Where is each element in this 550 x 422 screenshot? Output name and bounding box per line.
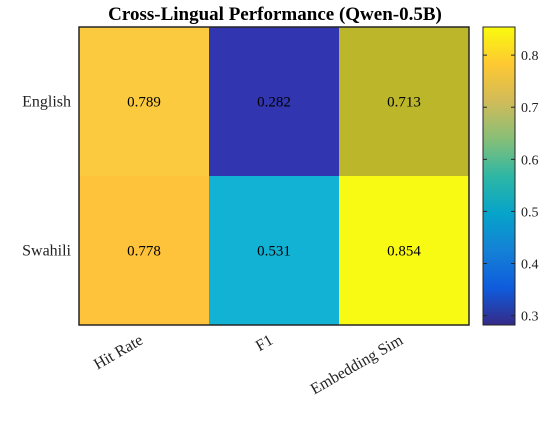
y-tick-label-2: Swahili <box>22 243 71 260</box>
cell-value-label-2-3: 0.854 <box>387 244 421 260</box>
x-tick-label-3: Embedding Sim <box>308 331 407 398</box>
colorbar-tick-label-2: 0.4 <box>521 258 539 273</box>
cell-value-label-2-2: 0.531 <box>257 244 291 260</box>
heatmap-cell-2-2 <box>209 176 340 326</box>
x-tick-label-2: F1 <box>253 332 276 355</box>
heatmap-cells <box>79 27 470 326</box>
heatmap-value-labels: 0.789 0.282 0.713 0.778 0.531 0.854 <box>127 95 421 260</box>
colorbar-ticks: 0.3 0.4 0.5 0.6 0.7 0.8 <box>483 49 539 325</box>
colorbar <box>482 26 516 326</box>
y-tick-label-1: English <box>22 94 71 111</box>
plot-frame <box>78 26 470 326</box>
x-axis-tick-labels: Hit Rate F1 Embedding Sim <box>91 331 407 398</box>
colorbar-tick-label-5: 0.7 <box>521 101 539 116</box>
cell-value-label-1-3: 0.713 <box>387 95 421 111</box>
colorbar-tick-label-6: 0.8 <box>521 49 539 64</box>
cell-value-label-1-1: 0.789 <box>127 95 161 111</box>
heatmap-cell-1-2 <box>209 27 340 177</box>
chart-title: Cross-Lingual Performance (Qwen-0.5B) <box>108 4 442 25</box>
cell-value-label-1-2: 0.282 <box>257 95 291 111</box>
colorbar-tick-label-1: 0.3 <box>521 310 539 325</box>
x-tick-label-1: Hit Rate <box>91 332 146 374</box>
colorbar-tick-label-3: 0.5 <box>521 205 539 220</box>
y-axis-tick-labels: English Swahili <box>22 94 71 260</box>
cell-value-label-2-1: 0.778 <box>127 244 161 260</box>
heatmap-cell-1-1 <box>79 27 210 177</box>
heatmap-cell-2-3 <box>339 176 470 326</box>
heatmap-cell-2-1 <box>79 176 210 326</box>
colorbar-tick-label-4: 0.6 <box>521 153 539 168</box>
heatmap-cell-1-3 <box>339 27 470 177</box>
